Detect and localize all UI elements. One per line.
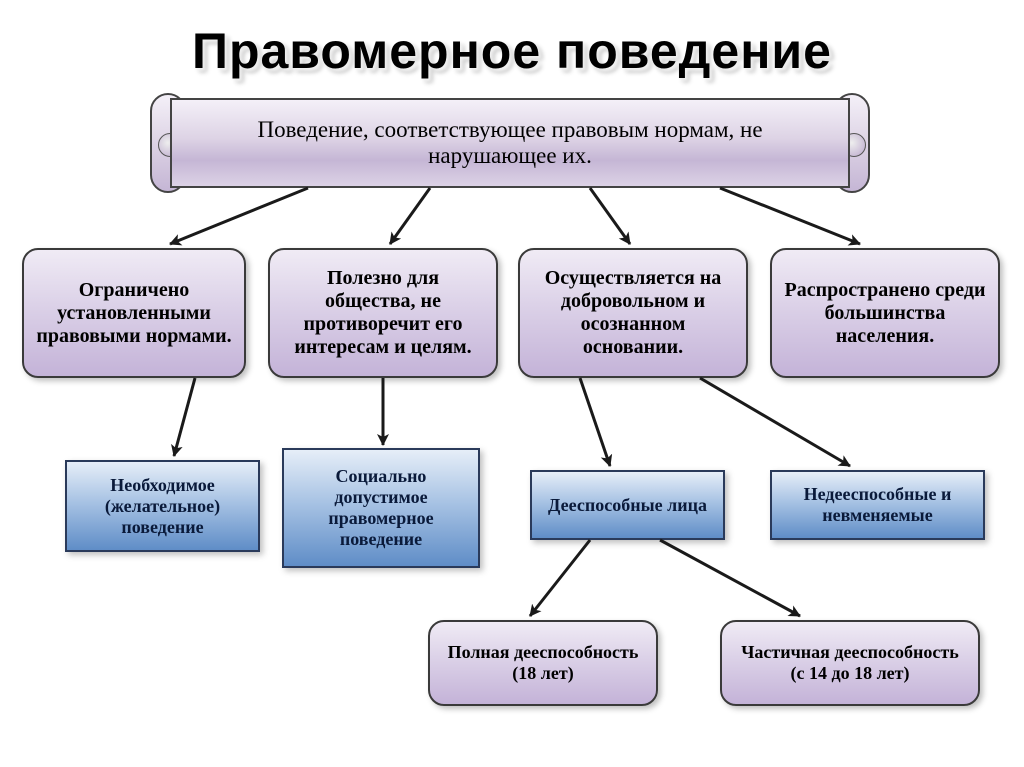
leaf-box-2: Частичная дееспособность (с 14 до 18 лет… [720,620,980,706]
feature-box-3: Осуществляется на добровольном и осознан… [518,248,748,378]
feature-box-1: Ограничено установленными правовыми норм… [22,248,246,378]
sub-box-2: Социально допустимое правомерное поведен… [282,448,480,568]
diagram-title: Правомерное поведение [0,22,1024,80]
definition-box: Поведение, соответствующее правовым норм… [170,98,850,188]
feature-box-2: Полезно для общества, не противоречит ег… [268,248,498,378]
sub-box-4: Недееспособные и невменяемые [770,470,985,540]
sub-box-1: Необходимое (желательное) поведение [65,460,260,552]
sub-box-3: Дееспособные лица [530,470,725,540]
feature-box-4: Распространено среди большинства населен… [770,248,1000,378]
leaf-box-1: Полная дееспособность (18 лет) [428,620,658,706]
